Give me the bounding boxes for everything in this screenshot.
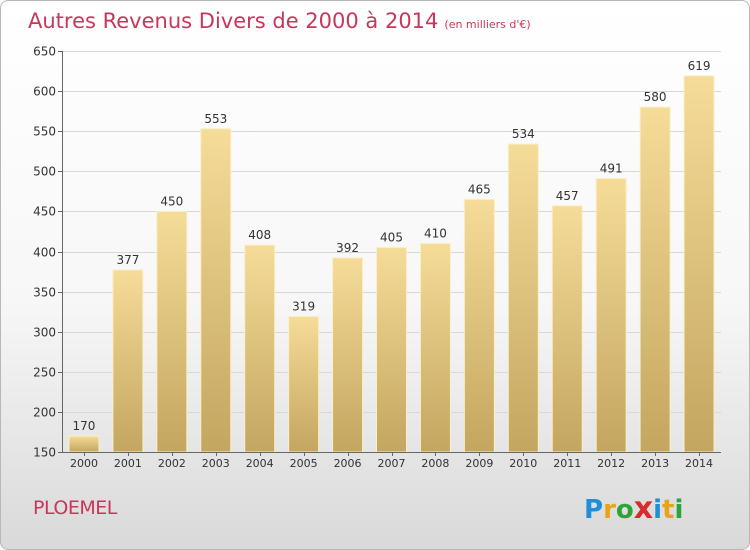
bar-value-label: 553 (204, 112, 227, 126)
y-tick-label: 150 (33, 446, 56, 460)
x-tick-label: 2008 (421, 457, 449, 470)
bar (551, 205, 583, 453)
y-tick-label: 650 (33, 45, 56, 59)
y-tick-label: 300 (33, 326, 56, 340)
x-tick-label: 2000 (70, 457, 98, 470)
bar (332, 257, 364, 453)
logo-letter: P (584, 495, 604, 525)
bar-value-label: 465 (468, 182, 491, 196)
bar (112, 269, 144, 453)
x-tick-label: 2006 (334, 457, 362, 470)
bar-value-label: 319 (292, 299, 315, 313)
bar-value-label: 619 (688, 59, 711, 73)
proxiti-logo: Proxiti (584, 491, 683, 526)
bar (156, 210, 188, 453)
bar-value-label: 392 (336, 241, 359, 255)
x-tick-label: 2005 (290, 457, 318, 470)
x-tick-label: 2013 (641, 457, 669, 470)
labels: 150 200 250 300 350 400 450 500 550 600 650 170 2000… (33, 45, 713, 471)
bar (68, 435, 100, 453)
logo-letter: t (662, 495, 675, 525)
title-unit: (en milliers d'€) (444, 18, 531, 31)
x-tick-label: 2010 (509, 457, 537, 470)
bar (376, 246, 407, 453)
bar-value-label: 534 (512, 127, 535, 141)
bar (595, 178, 627, 453)
bars (68, 75, 715, 453)
y-tick-label: 400 (33, 246, 56, 260)
bar-value-label: 580 (644, 90, 667, 104)
x-tick-label: 2014 (685, 457, 713, 470)
y-tick-label: 450 (33, 205, 56, 219)
logo-letter: r (603, 495, 616, 525)
bar (639, 106, 671, 453)
bar-value-label: 491 (600, 162, 623, 176)
bar (288, 315, 320, 453)
logo-letter: o (615, 495, 634, 525)
x-tick-label: 2004 (246, 457, 274, 470)
x-tick-label: 2009 (465, 457, 493, 470)
y-tick-label: 350 (33, 286, 56, 300)
bar (507, 143, 539, 453)
bar (683, 75, 715, 453)
logo-letter: i (653, 495, 663, 525)
x-tick-label: 2012 (597, 457, 625, 470)
x-tick-label: 2002 (158, 457, 186, 470)
y-tick-label: 550 (33, 125, 56, 139)
chart-title: Autres Revenus Divers de 2000 à 2014 (en … (28, 9, 531, 33)
bar (244, 244, 276, 453)
bar-value-label: 410 (424, 226, 447, 240)
x-tick-label: 2003 (202, 457, 230, 470)
bar (419, 242, 451, 453)
x-tick-label: 2007 (378, 457, 406, 470)
bar-value-label: 408 (248, 228, 271, 242)
bar (463, 198, 495, 453)
place-name: PLOEMEL (33, 497, 117, 519)
bar (200, 128, 232, 453)
y-tick-label: 500 (33, 165, 56, 179)
bar-value-label: 377 (116, 253, 139, 267)
logo-letter: x (633, 491, 654, 526)
axes (58, 51, 721, 456)
y-tick-label: 600 (33, 85, 56, 99)
y-tick-label: 250 (33, 366, 56, 380)
bar-value-label: 457 (556, 189, 579, 203)
bar-value-label: 170 (73, 419, 96, 433)
bar-value-label: 450 (160, 194, 183, 208)
bar-value-label: 405 (380, 230, 403, 244)
title-main: Autres Revenus Divers de 2000 à 2014 (28, 9, 439, 33)
x-tick-label: 2001 (114, 457, 142, 470)
y-tick-label: 200 (33, 406, 56, 420)
logo-letter: i (674, 495, 684, 525)
x-tick-label: 2011 (553, 457, 581, 470)
